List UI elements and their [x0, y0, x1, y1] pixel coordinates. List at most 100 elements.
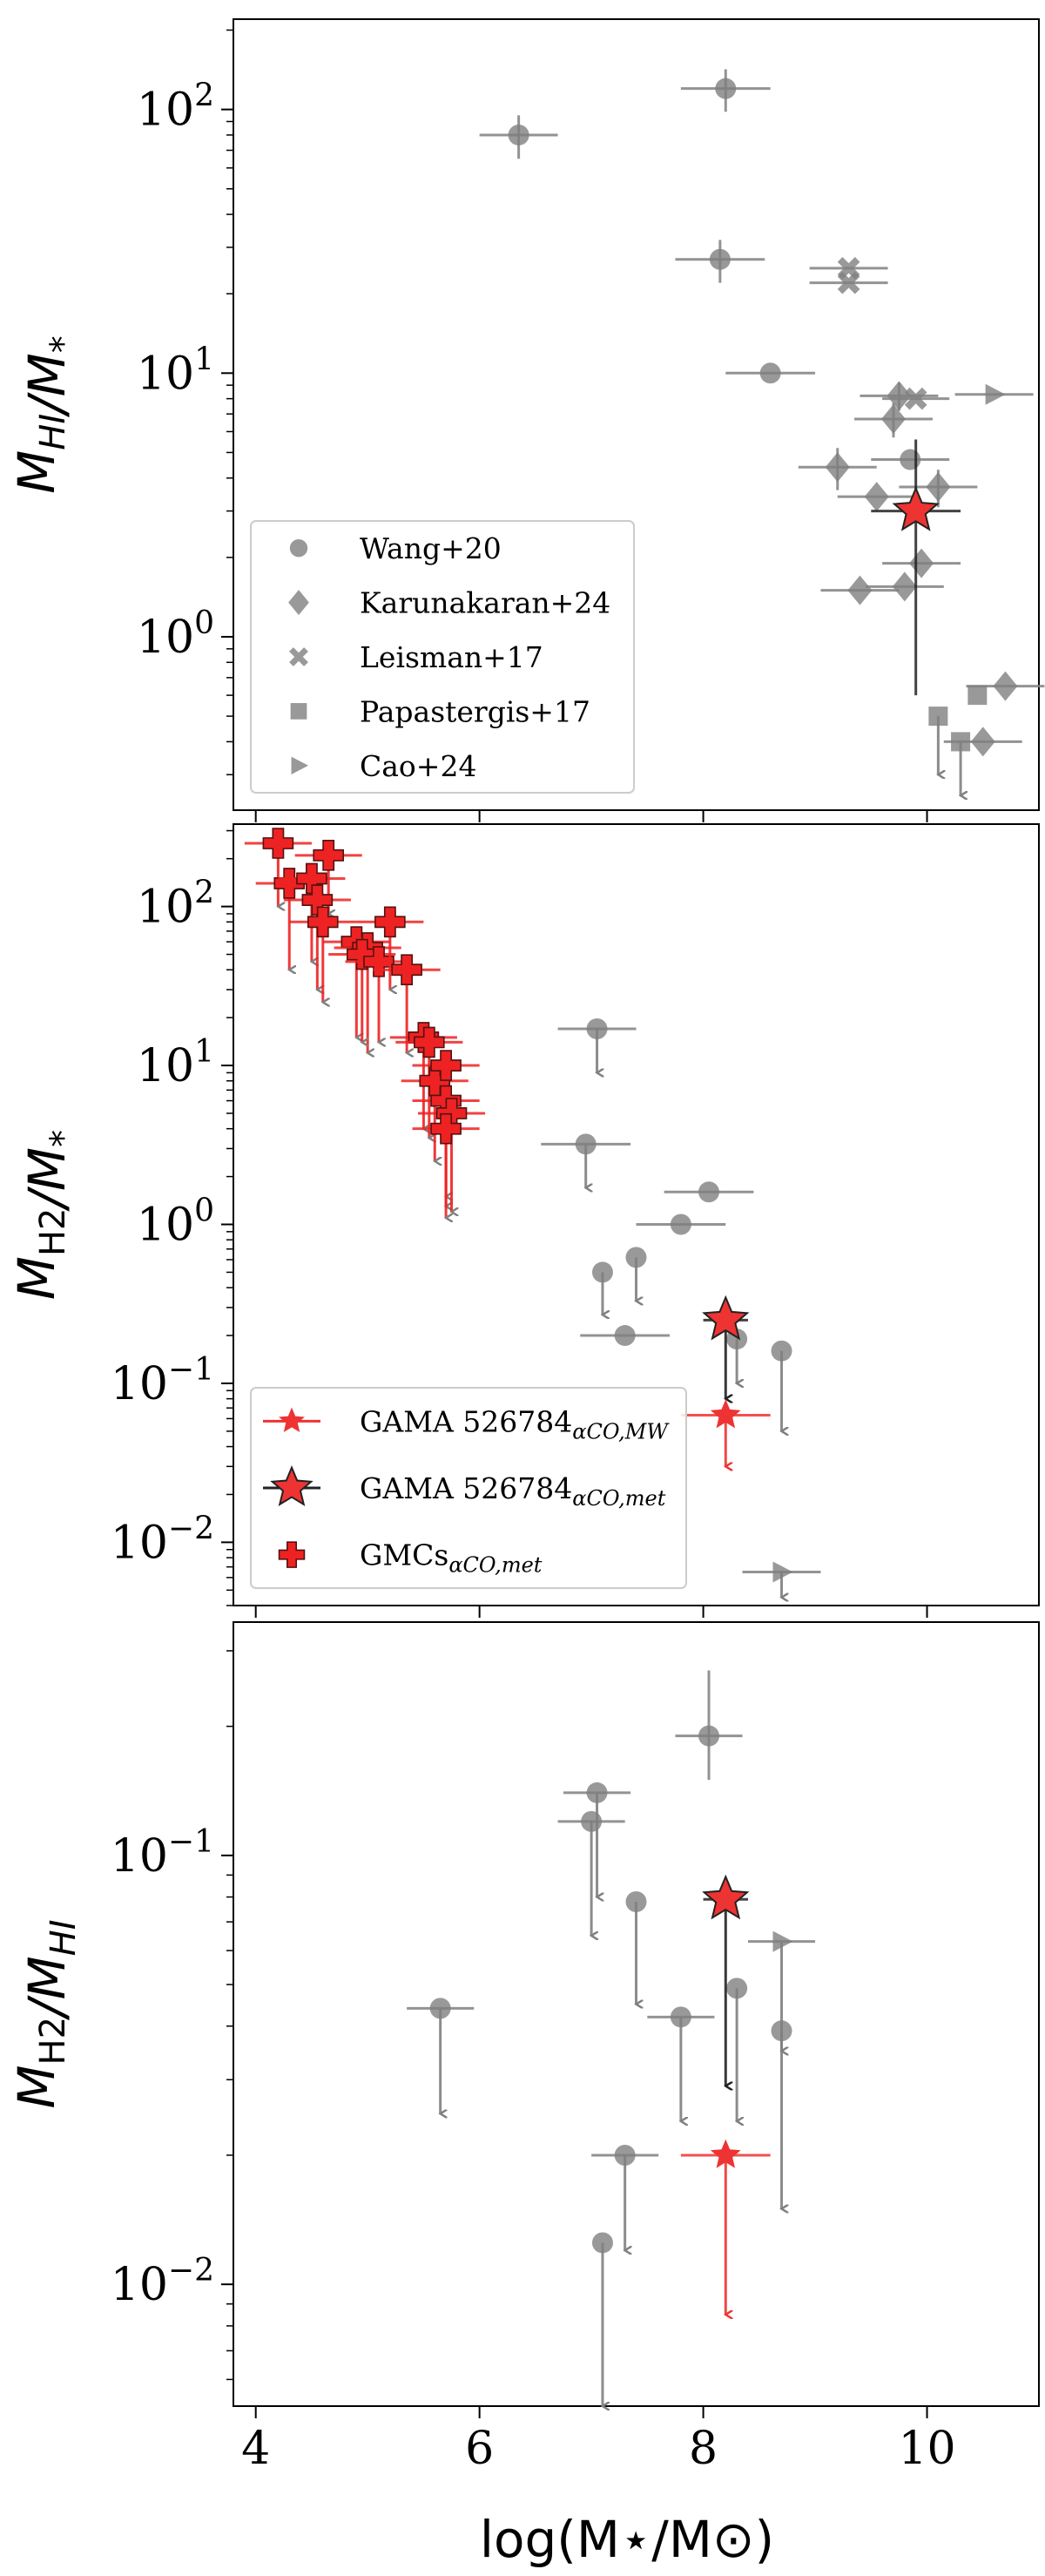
x-tick-label: 4	[241, 2423, 270, 2475]
marker-square	[967, 686, 988, 706]
legend-label: Karunakaran+24	[360, 586, 610, 620]
marker-star	[892, 486, 940, 531]
legend-marker	[289, 647, 308, 666]
legend-marker	[279, 1407, 305, 1433]
series-papastergis-17	[928, 686, 988, 795]
marker-circle	[709, 248, 731, 270]
legend-marker	[270, 1464, 314, 1507]
data-point	[899, 470, 978, 508]
legend-label: Wang+20	[360, 531, 502, 565]
data-point	[680, 1399, 771, 1467]
marker-circle	[614, 1325, 636, 1347]
legend-marker	[278, 1541, 306, 1568]
series-comparison-circle-	[541, 1018, 792, 1431]
y-tick-label: 101	[137, 341, 214, 400]
series-leisman-17	[809, 257, 950, 410]
marker-star	[702, 1295, 750, 1341]
data-point	[636, 1214, 726, 1235]
series-gmcs-co-met	[244, 828, 486, 1218]
data-point	[557, 1810, 625, 1936]
marker-plus	[374, 906, 406, 938]
data-point	[557, 1018, 637, 1072]
data-point	[664, 1181, 754, 1203]
legend-item: Leisman+17	[289, 640, 543, 674]
y-tick-label: 102	[137, 78, 214, 137]
data-point	[725, 362, 816, 384]
y-tick-label: 10−2	[111, 1511, 214, 1569]
data-point	[860, 381, 939, 411]
legend: GAMA 526784αCO,MW GAMA 526784αCO,met GMCsα…	[250, 1387, 687, 1589]
y-axis-label: MH2/MHI	[7, 1919, 84, 2108]
marker-circle	[900, 449, 921, 470]
marker-plus	[391, 954, 422, 986]
legend-marker	[291, 756, 309, 774]
marker-diamond	[825, 452, 850, 483]
marker-triangle-right	[985, 383, 1006, 405]
data-point	[647, 2006, 715, 2121]
data-point	[580, 1325, 671, 1347]
data-point	[675, 1670, 743, 1781]
data-point	[625, 1247, 647, 1301]
marker-star	[702, 1874, 750, 1920]
marker-diamond	[993, 671, 1018, 701]
y-tick-label: 102	[137, 876, 214, 934]
marker-diamond	[970, 727, 995, 757]
marker-circle	[586, 1018, 608, 1040]
series-comparison-triangle-	[747, 1930, 816, 2052]
legend-label: GMCsαCO,met	[360, 1538, 543, 1578]
legend-marker	[289, 539, 308, 558]
panel-h2-hi-ratio: 10−2 10−1 MH2/MHI	[7, 1621, 1040, 2418]
data-point	[541, 1133, 631, 1187]
marker-diamond	[864, 482, 889, 512]
marker-circle	[508, 124, 529, 145]
legend-label: Leisman+17	[360, 640, 543, 674]
data-point	[954, 383, 1034, 405]
data-point	[407, 1998, 475, 2113]
data-point	[820, 575, 900, 605]
marker-plus	[414, 1026, 445, 1058]
x-axis-label: log(M⋆/M⊙)	[480, 2510, 774, 2569]
marker-star-small	[710, 1399, 741, 1429]
marker-circle	[698, 1725, 720, 1747]
marker-diamond	[880, 403, 906, 434]
marker-plus	[346, 938, 378, 970]
marker-diamond	[847, 575, 873, 605]
data-point	[479, 115, 558, 159]
marker-square	[951, 732, 971, 752]
data-point	[871, 439, 961, 696]
x-tick-label: 10	[898, 2423, 955, 2475]
marker-circle	[625, 1247, 647, 1268]
marker-plus	[313, 840, 345, 871]
data-point	[928, 707, 948, 774]
data-point	[625, 1890, 647, 2005]
x-axis: 4 6 8 10	[241, 2423, 955, 2475]
legend-label: Papastergis+17	[360, 694, 590, 728]
marker-triangle-right	[772, 1561, 793, 1583]
series-gama-526784-co-mw	[680, 1399, 771, 1467]
data-point	[747, 1930, 816, 2052]
data-point	[951, 732, 971, 795]
legend-box	[250, 520, 635, 794]
y-tick-label: 10−1	[111, 1352, 214, 1410]
data-point	[591, 1261, 613, 1315]
data-point	[854, 402, 933, 438]
marker-circle	[591, 1261, 613, 1283]
y-axis-label: MH2/M*	[7, 1130, 84, 1300]
series-gama-526784-co-met	[702, 1874, 750, 2086]
x-tick-label: 6	[465, 2423, 494, 2475]
marker-circle	[614, 2144, 636, 2166]
legend-label: Cao+24	[360, 749, 476, 783]
marker-diamond	[892, 571, 917, 602]
marker-plus	[430, 1050, 462, 1081]
marker-circle	[429, 1998, 451, 2019]
legend-item: Wang+20	[289, 531, 502, 565]
data-point	[563, 1782, 631, 1897]
y-tick-label: 10−2	[111, 2253, 214, 2311]
marker-circle	[715, 78, 737, 99]
data-point	[726, 1978, 748, 2121]
legend-box	[250, 1387, 687, 1589]
series-comparison-circle-	[407, 1670, 792, 2406]
data-point	[702, 1295, 750, 1398]
marker-circle	[726, 1978, 748, 1999]
series-comparison-triangle-	[742, 1561, 821, 1598]
